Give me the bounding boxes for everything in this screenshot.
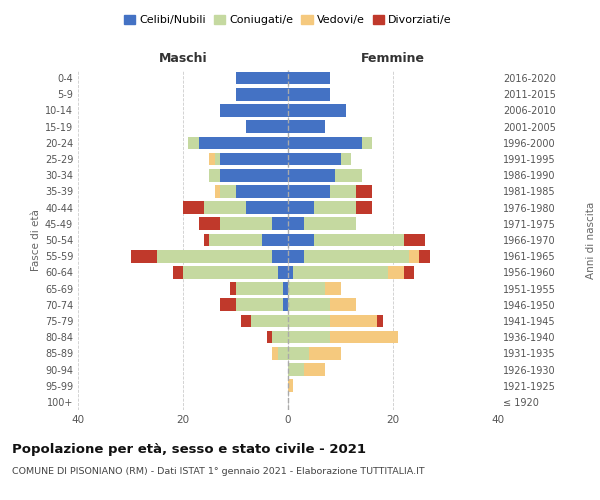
Bar [215,185,220,198]
Bar [215,152,220,166]
Bar [288,298,330,311]
Bar [220,104,288,117]
Bar [388,266,404,278]
Bar [283,298,288,311]
Bar [341,152,351,166]
Bar [235,185,288,198]
Bar [288,120,325,133]
Bar [330,298,356,311]
Text: Femmine: Femmine [361,52,425,65]
Bar [288,202,314,214]
Bar [330,331,398,344]
Bar [288,136,361,149]
Bar [220,298,235,311]
Text: Maschi: Maschi [158,52,208,65]
Bar [272,218,288,230]
Bar [272,250,288,262]
Bar [199,218,220,230]
Bar [183,266,277,278]
Bar [251,314,288,328]
Bar [361,136,372,149]
Bar [199,136,288,149]
Bar [209,152,215,166]
Y-axis label: Fasce di età: Fasce di età [31,209,41,271]
Bar [356,185,372,198]
Bar [288,314,330,328]
Bar [288,266,293,278]
Bar [288,282,325,295]
Bar [235,88,288,101]
Legend: Celibi/Nubili, Coniugati/e, Vedovi/e, Divorziati/e: Celibi/Nubili, Coniugati/e, Vedovi/e, Di… [120,10,456,30]
Bar [288,218,304,230]
Bar [419,250,430,262]
Bar [277,347,288,360]
Bar [157,250,272,262]
Bar [173,266,183,278]
Bar [288,331,330,344]
Bar [309,347,341,360]
Bar [288,185,330,198]
Bar [209,169,220,181]
Bar [304,363,325,376]
Bar [183,202,204,214]
Bar [356,202,372,214]
Bar [304,218,356,230]
Bar [288,363,304,376]
Bar [241,314,251,328]
Bar [209,234,262,246]
Bar [335,169,361,181]
Bar [314,234,404,246]
Bar [277,266,288,278]
Bar [204,202,246,214]
Bar [314,202,356,214]
Bar [204,234,209,246]
Text: Popolazione per età, sesso e stato civile - 2021: Popolazione per età, sesso e stato civil… [12,442,366,456]
Bar [288,72,330,85]
Bar [288,88,330,101]
Bar [288,104,346,117]
Bar [235,282,283,295]
Bar [188,136,199,149]
Bar [330,314,377,328]
Bar [409,250,419,262]
Bar [330,185,356,198]
Bar [220,185,235,198]
Bar [288,250,304,262]
Bar [267,331,272,344]
Bar [130,250,157,262]
Bar [283,282,288,295]
Bar [377,314,383,328]
Bar [325,282,341,295]
Bar [246,202,288,214]
Bar [272,347,277,360]
Bar [404,234,425,246]
Text: COMUNE DI PISONIANO (RM) - Dati ISTAT 1° gennaio 2021 - Elaborazione TUTTITALIA.: COMUNE DI PISONIANO (RM) - Dati ISTAT 1°… [12,468,425,476]
Bar [288,234,314,246]
Bar [293,266,388,278]
Bar [262,234,288,246]
Bar [288,380,293,392]
Bar [235,72,288,85]
Bar [272,331,288,344]
Bar [220,152,288,166]
Text: Anni di nascita: Anni di nascita [586,202,596,278]
Bar [246,120,288,133]
Bar [220,218,272,230]
Bar [288,169,335,181]
Bar [230,282,235,295]
Bar [288,347,309,360]
Bar [220,169,288,181]
Bar [304,250,409,262]
Bar [404,266,414,278]
Bar [288,152,341,166]
Bar [235,298,283,311]
